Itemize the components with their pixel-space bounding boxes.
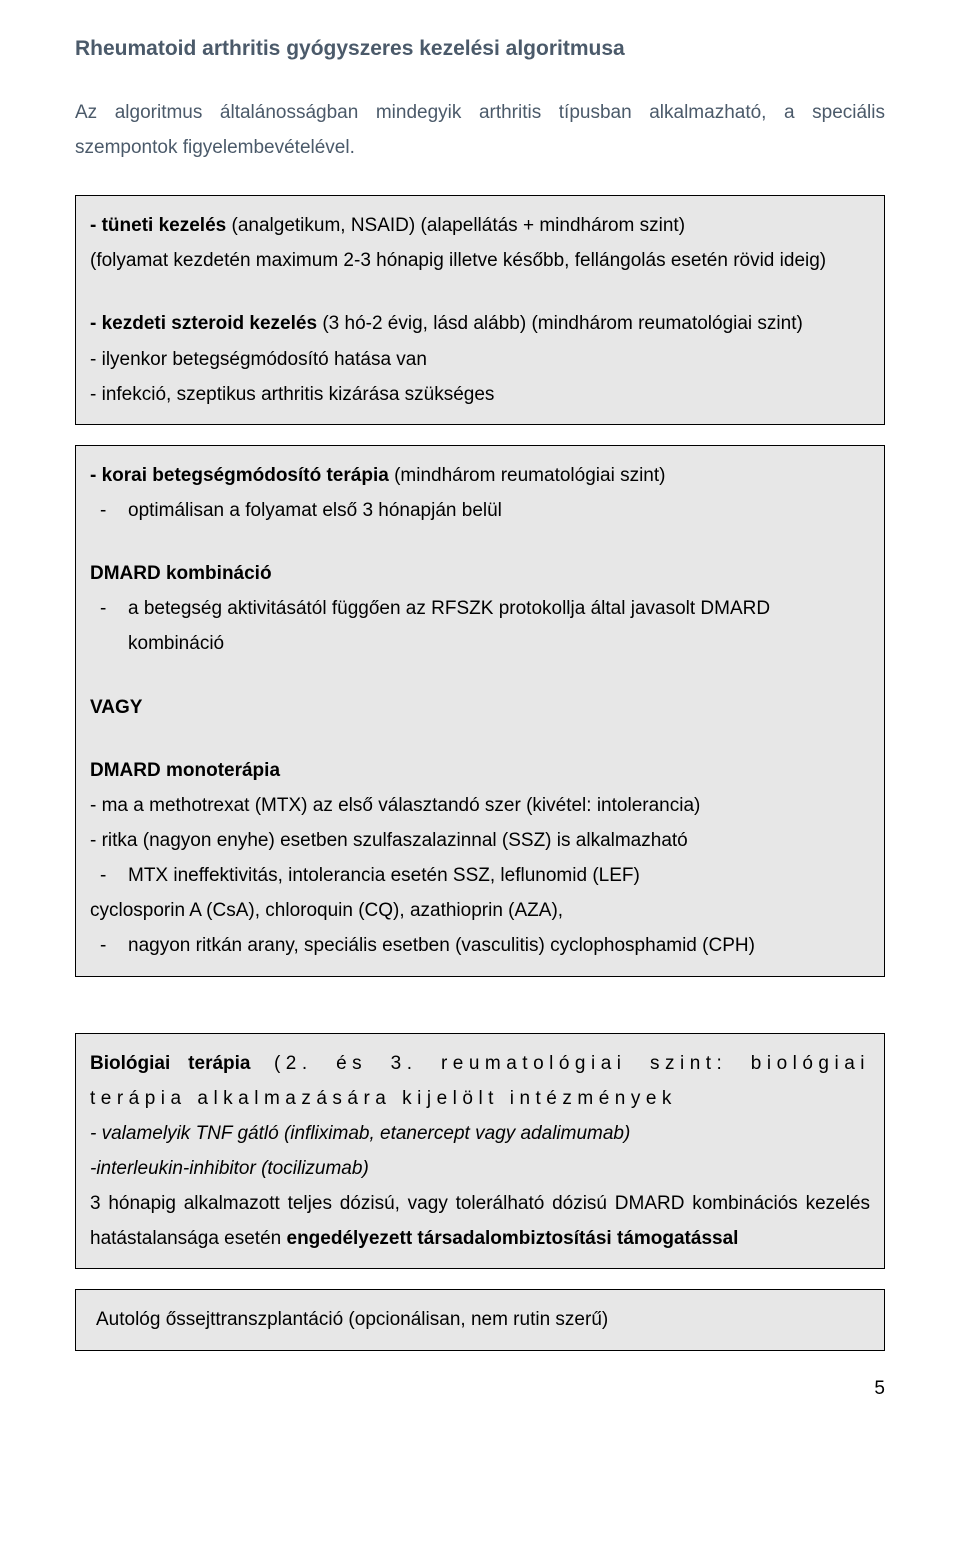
bold-text: - korai betegségmódosító terápia (90, 465, 389, 486)
subheading: DMARD monoterápia (90, 753, 870, 788)
text-line: 3 hónapig alkalmazott teljes dózisú, vag… (90, 1193, 870, 1249)
plain-text: (3 hó-2 évig, lásd alább) (mindhárom reu… (317, 313, 803, 334)
text-line: cyclosporin A (CsA), chloroquin (CQ), az… (90, 893, 870, 928)
bold-text: engedélyezett társadalombiztosítási támo… (287, 1228, 739, 1249)
box-tuneti-kezeles: - tüneti kezelés (analgetikum, NSAID) (a… (75, 195, 885, 425)
dash-icon: - (90, 928, 128, 963)
list-text: optimálisan a folyamat első 3 hónapján b… (128, 493, 870, 528)
plain-text: (mindhárom reumatológiai szint) (389, 465, 666, 486)
list-item: - nagyon ritkán arany, speciális esetben… (90, 928, 870, 963)
dash-icon: - (90, 858, 128, 893)
box-autolog: Autológ őssejttranszplantáció (opcionáli… (75, 1289, 885, 1350)
text-line: Biológiai terápia (2. és 3. reumatológia… (90, 1053, 870, 1109)
text-line: (folyamat kezdetén maximum 2-3 hónapig i… (90, 243, 870, 278)
bold-text: Biológiai terápia (90, 1053, 251, 1074)
box-biologiai-terapia: Biológiai terápia (2. és 3. reumatológia… (75, 1033, 885, 1270)
italic-text: -interleukin-inhibitor (tocilizumab) (90, 1151, 870, 1186)
text-line: Autológ őssejttranszplantáció (opcionáli… (96, 1302, 870, 1337)
text-line: - infekció, szeptikus arthritis kizárása… (90, 377, 870, 412)
text-line: - kezdeti szteroid kezelés (3 hó-2 évig,… (90, 306, 870, 341)
list-text: nagyon ritkán arany, speciális esetben (… (128, 928, 870, 963)
list-item: - a betegség aktivitásától függően az RF… (90, 591, 870, 661)
list-item: - optimálisan a folyamat első 3 hónapján… (90, 493, 870, 528)
text-line: - ritka (nagyon enyhe) esetben szulfasza… (90, 823, 870, 858)
text-line: - korai betegségmódosító terápia (mindhá… (90, 458, 870, 493)
subheading: DMARD kombináció (90, 556, 870, 591)
bold-text: - tüneti kezelés (90, 215, 226, 236)
list-text: a betegség aktivitásától függően az RFSZ… (128, 591, 870, 661)
text-line: - valamelyik TNF gátló (infliximab, etan… (90, 1116, 870, 1151)
box-dmard: - korai betegségmódosító terápia (mindhá… (75, 445, 885, 977)
page-title: Rheumatoid arthritis gyógyszeres kezelés… (75, 30, 885, 69)
subheading-vagy: VAGY (90, 690, 870, 725)
intro-paragraph: Az algoritmus általánosságban mindegyik … (75, 95, 885, 165)
dash-icon: - (90, 591, 128, 661)
bold-text: - kezdeti szteroid kezelés (90, 313, 317, 334)
text-line: - ma a methotrexat (MTX) az első választ… (90, 788, 870, 823)
page-number: 5 (75, 1371, 885, 1406)
dash-icon: - (90, 493, 128, 528)
text-line: - ilyenkor betegségmódosító hatása van (90, 342, 870, 377)
list-text: MTX ineffektivitás, intolerancia esetén … (128, 858, 870, 893)
italic-text: (infliximab, etanercept vagy adalimumab) (284, 1123, 630, 1144)
plain-text: (analgetikum, NSAID) (alapellátás + mind… (226, 215, 685, 236)
italic-text: - valamelyik TNF gátló (90, 1123, 284, 1144)
text-line: - tüneti kezelés (analgetikum, NSAID) (a… (90, 208, 870, 243)
list-item: - MTX ineffektivitás, intolerancia eseté… (90, 858, 870, 893)
